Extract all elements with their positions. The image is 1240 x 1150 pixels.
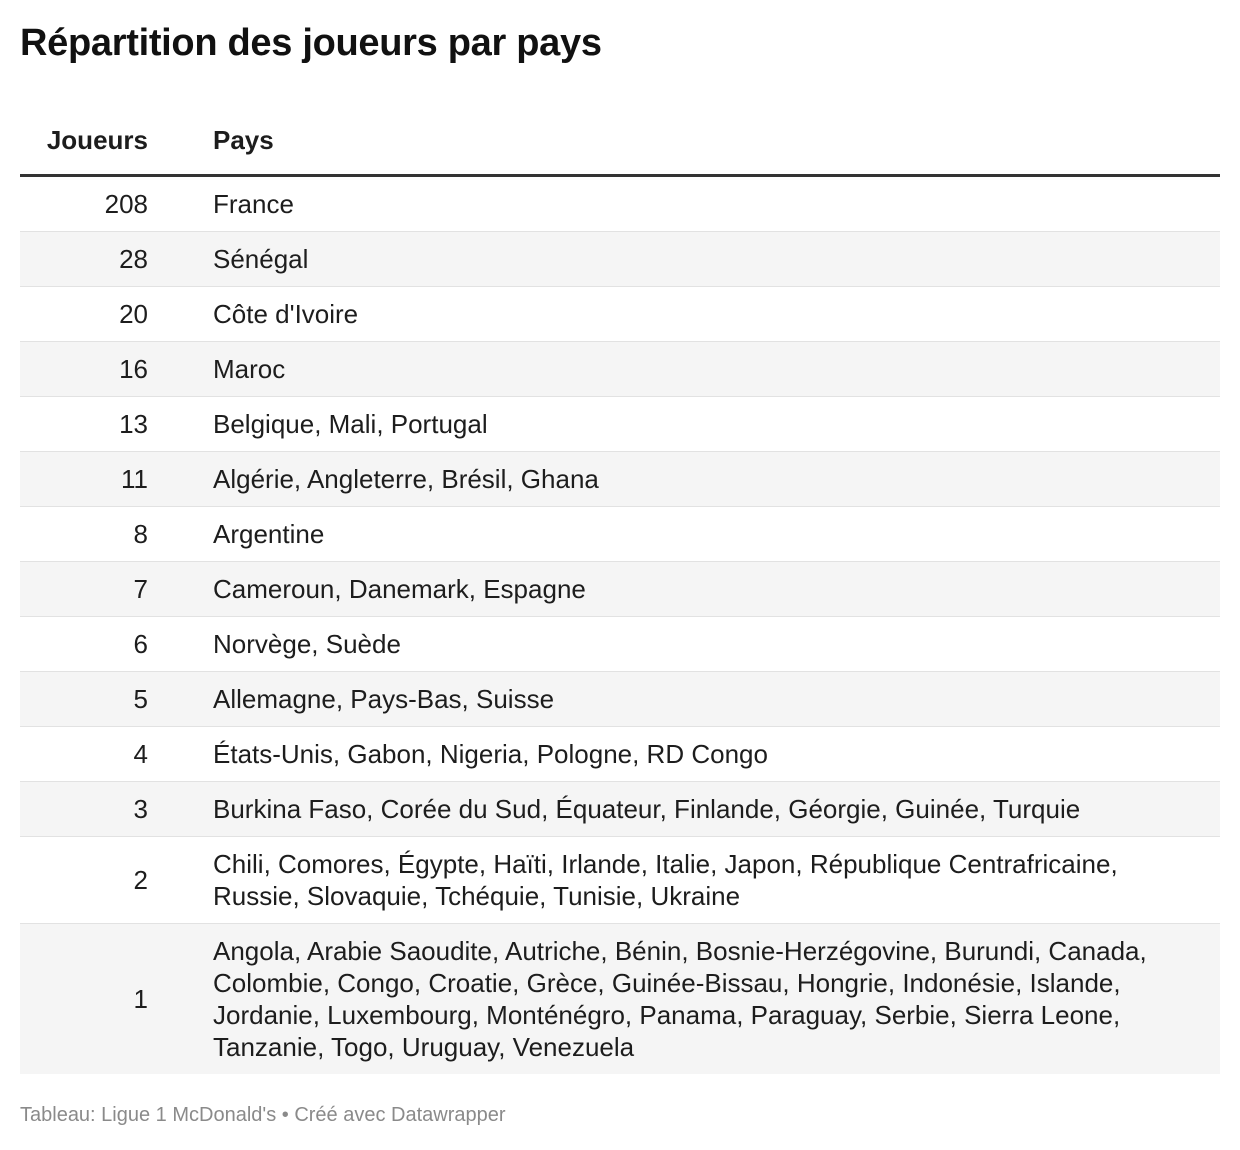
table-row: 4 États-Unis, Gabon, Nigeria, Pologne, R…	[20, 726, 1220, 782]
table-row: 13 Belgique, Mali, Portugal	[20, 396, 1220, 452]
players-cell: 11	[20, 451, 148, 507]
countries-cell: Belgique, Mali, Portugal	[148, 396, 1220, 452]
players-cell: 6	[20, 616, 148, 672]
table-row: 6 Norvège, Suède	[20, 616, 1220, 672]
table-header-row: Joueurs Pays	[20, 118, 1220, 177]
countries-cell: Allemagne, Pays-Bas, Suisse	[148, 671, 1220, 727]
players-cell: 8	[20, 506, 148, 562]
players-cell: 1	[20, 923, 148, 1074]
table-row: 5 Allemagne, Pays-Bas, Suisse	[20, 671, 1220, 727]
countries-cell: Chili, Comores, Égypte, Haïti, Irlande, …	[148, 836, 1220, 924]
countries-cell: Maroc	[148, 341, 1220, 397]
countries-cell: Argentine	[148, 506, 1220, 562]
column-header-players[interactable]: Joueurs	[20, 118, 148, 177]
players-cell: 4	[20, 726, 148, 782]
table-row: 2 Chili, Comores, Égypte, Haïti, Irlande…	[20, 836, 1220, 924]
table-row: 208 France	[20, 175, 1220, 232]
table-row: 3 Burkina Faso, Corée du Sud, Équateur, …	[20, 781, 1220, 837]
players-cell: 3	[20, 781, 148, 837]
table-row: 16 Maroc	[20, 341, 1220, 397]
table-row: 20 Côte d'Ivoire	[20, 286, 1220, 342]
table-row: 28 Sénégal	[20, 231, 1220, 287]
players-cell: 208	[20, 175, 148, 232]
players-cell: 5	[20, 671, 148, 727]
chart-title: Répartition des joueurs par pays	[20, 22, 602, 64]
countries-cell: Norvège, Suède	[148, 616, 1220, 672]
players-cell: 28	[20, 231, 148, 287]
countries-cell: Algérie, Angleterre, Brésil, Ghana	[148, 451, 1220, 507]
source-footer: Tableau: Ligue 1 McDonald's • Créé avec …	[20, 1104, 506, 1126]
countries-cell: Angola, Arabie Saoudite, Autriche, Bénin…	[148, 923, 1220, 1074]
players-cell: 2	[20, 836, 148, 924]
table-row: 7 Cameroun, Danemark, Espagne	[20, 561, 1220, 617]
players-cell: 13	[20, 396, 148, 452]
table-body: 208 France 28 Sénégal 20 Côte d'Ivoire 1…	[20, 175, 1220, 1074]
players-cell: 20	[20, 286, 148, 342]
countries-cell: France	[148, 175, 1220, 232]
countries-cell: Sénégal	[148, 231, 1220, 287]
table-row: 11 Algérie, Angleterre, Brésil, Ghana	[20, 451, 1220, 507]
table-row: 8 Argentine	[20, 506, 1220, 562]
countries-cell: Cameroun, Danemark, Espagne	[148, 561, 1220, 617]
column-header-countries[interactable]: Pays	[148, 118, 1220, 177]
countries-cell: États-Unis, Gabon, Nigeria, Pologne, RD …	[148, 726, 1220, 782]
players-cell: 16	[20, 341, 148, 397]
players-cell: 7	[20, 561, 148, 617]
table-row: 1 Angola, Arabie Saoudite, Autriche, Bén…	[20, 923, 1220, 1074]
players-by-country-table: Joueurs Pays 208 France 28 Sénégal 20 Cô…	[20, 118, 1220, 1074]
countries-cell: Côte d'Ivoire	[148, 286, 1220, 342]
countries-cell: Burkina Faso, Corée du Sud, Équateur, Fi…	[148, 781, 1220, 837]
